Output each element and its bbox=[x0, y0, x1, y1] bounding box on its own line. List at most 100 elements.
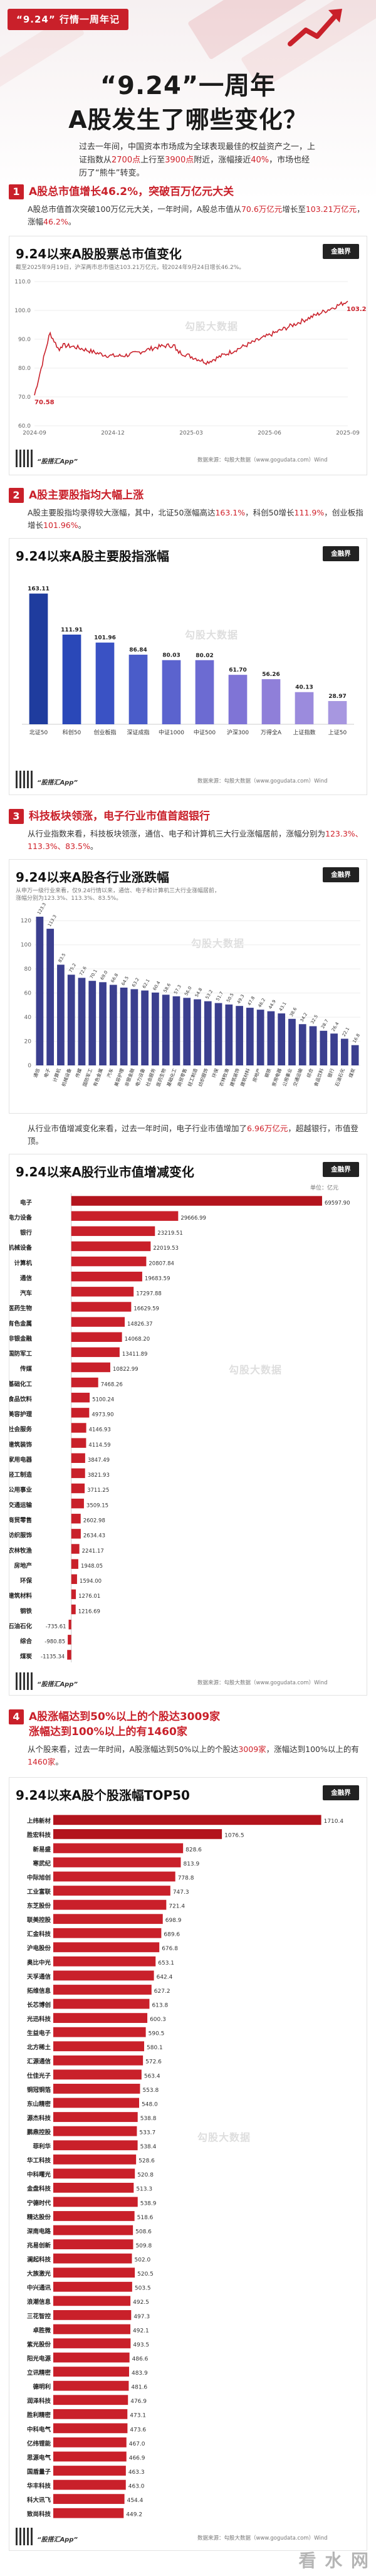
bar bbox=[71, 1393, 90, 1403]
bar bbox=[71, 1271, 142, 1282]
bar bbox=[261, 679, 281, 724]
bar bbox=[194, 999, 201, 1065]
bar bbox=[53, 2197, 138, 2207]
bar bbox=[195, 660, 214, 724]
brand-logo: 金融界 bbox=[323, 1162, 359, 1177]
bar-value-label: 3821.93 bbox=[88, 1472, 110, 1479]
category-label: 公用事业 bbox=[9, 1486, 32, 1494]
bar-value-label: 123.3 bbox=[36, 902, 47, 916]
y-tick-label: 100 bbox=[21, 942, 31, 949]
category-label: 汽车 bbox=[105, 1067, 115, 1079]
bar bbox=[53, 1956, 156, 1966]
bar bbox=[162, 660, 181, 724]
x-tick-label: 2024-12 bbox=[101, 430, 125, 436]
section-number: 1 bbox=[9, 184, 24, 199]
bar-value-label: 492.5 bbox=[133, 2299, 149, 2306]
source-note: 数据来源：勾股大数据（www.gogudata.com）Wind bbox=[197, 2535, 328, 2542]
bar bbox=[62, 635, 81, 724]
bar-value-label: 53.2 bbox=[205, 989, 214, 1000]
bar-value-label: 813.9 bbox=[183, 1861, 199, 1867]
bar-value-label: 747.3 bbox=[173, 1889, 189, 1896]
bar-value-label: 538.8 bbox=[140, 2116, 157, 2122]
category-label: 社会服务 bbox=[9, 1426, 32, 1433]
section-3-text: 从行业指数来看，科技板块领涨，通信、电子和计算机三大行业涨幅居前，涨幅分别为12… bbox=[28, 829, 363, 851]
bar-value-label: 2241.17 bbox=[82, 1548, 104, 1555]
bar-value-label: 518.6 bbox=[137, 2215, 154, 2221]
bar bbox=[71, 1317, 125, 1327]
y-tick-label: 90.0 bbox=[18, 337, 31, 343]
bar bbox=[71, 1332, 122, 1342]
bar bbox=[71, 1438, 86, 1448]
category-label: 鹏鼎控股 bbox=[27, 2128, 51, 2136]
bar bbox=[278, 1013, 286, 1065]
section-4-heading: 4 A股涨幅达到50%以上的个股达3009家 涨幅达到100%以上的有1460家 bbox=[9, 1709, 220, 1739]
category-label: 环保 bbox=[20, 1577, 33, 1585]
bar bbox=[53, 1829, 222, 1839]
bar bbox=[71, 1544, 80, 1554]
category-label: 胜利精密 bbox=[26, 2412, 51, 2419]
bar-value-label: 613.8 bbox=[152, 2002, 168, 2009]
bar-value-label: 38.6 bbox=[289, 1006, 298, 1018]
watermark: 勾股大数据 bbox=[197, 2131, 251, 2143]
section-title-line2: 涨幅达到100%以上的有1460家 bbox=[29, 1726, 187, 1738]
category-label: 银行 bbox=[20, 1229, 33, 1237]
bar-value-label: 463.3 bbox=[128, 2469, 145, 2476]
bar-value-label: 62.1 bbox=[142, 978, 151, 990]
bar bbox=[53, 2494, 125, 2505]
category-label: 铜冠铜箔 bbox=[27, 2086, 51, 2094]
section-title: A股总市值增长46.2%，突破百万亿元大关 bbox=[29, 186, 234, 198]
section-3b-text: 从行业市值增减变化来看，过去一年时间，电子行业市值增加了6.96万亿元，超越银行… bbox=[28, 1124, 358, 1146]
bar-value-label: 493.5 bbox=[133, 2342, 149, 2348]
bar bbox=[109, 984, 117, 1065]
bar bbox=[53, 2055, 144, 2066]
bar bbox=[71, 1423, 86, 1433]
bar-value-label: 32.5 bbox=[310, 1014, 319, 1025]
y-tick-label: 60 bbox=[24, 991, 32, 997]
bar bbox=[53, 2027, 146, 2037]
bar bbox=[53, 2508, 124, 2518]
bar-value-label: 29666.99 bbox=[180, 1215, 206, 1222]
category-label: 石油石化 bbox=[333, 1067, 346, 1087]
bar-value-label: 828.6 bbox=[185, 1847, 202, 1853]
category-label: 农林牧渔 bbox=[9, 1547, 32, 1555]
bar-value-label: 66.8 bbox=[110, 973, 120, 984]
category-label: 创业板指 bbox=[93, 729, 116, 736]
bar bbox=[53, 1942, 160, 1953]
bar-value-label: 4114.59 bbox=[88, 1442, 110, 1449]
section-1-text: A股总市值首次突破100万亿元大关，一年时间，A股总市值从70.6万亿元增长至1… bbox=[28, 204, 365, 226]
bar bbox=[183, 998, 191, 1065]
category-label: 联美控股 bbox=[27, 1916, 51, 1924]
category-label: 房地产 bbox=[14, 1562, 32, 1570]
bar bbox=[71, 1377, 98, 1388]
bar-value-label: 449.2 bbox=[126, 2512, 142, 2518]
bar-value-label: 778.8 bbox=[178, 1875, 194, 1881]
bar bbox=[162, 995, 170, 1065]
section-number: 2 bbox=[9, 488, 24, 503]
bar bbox=[53, 2479, 126, 2490]
x-tick-label: 2025-09 bbox=[336, 430, 360, 436]
bar bbox=[53, 2352, 130, 2363]
industry-mktcap-card: 9.24以来A股行业市值增减变化 金融界 单位：亿元 勾股大数据 电子 69597… bbox=[9, 1154, 367, 1696]
bar bbox=[225, 1004, 233, 1065]
bar-value-label: 473.1 bbox=[130, 2413, 146, 2419]
category-label: 石油石化 bbox=[9, 1622, 32, 1630]
bar-value-label: 63.2 bbox=[131, 977, 140, 988]
hero-intro: 过去一年间，中国资本市场成为全球表现最佳的权益资产之一，上证指数从2700点上行… bbox=[79, 142, 316, 178]
bar-value-label: 4973.90 bbox=[91, 1412, 113, 1418]
bar bbox=[71, 1211, 179, 1221]
bar bbox=[67, 974, 75, 1065]
category-label: 科创50 bbox=[63, 729, 81, 736]
bar bbox=[68, 1635, 71, 1645]
category-label: 建筑材料 bbox=[9, 1592, 32, 1600]
category-label: 轻工制造 bbox=[9, 1471, 32, 1479]
bar-value-label: 49.3 bbox=[236, 994, 246, 1005]
brand-logo: 金融界 bbox=[323, 867, 359, 882]
category-label: 上纬新材 bbox=[27, 1817, 51, 1825]
category-label: 交通运输 bbox=[9, 1501, 32, 1509]
bar-value-label: 721.4 bbox=[169, 1904, 185, 1910]
bar bbox=[71, 1604, 76, 1615]
bar-value-label: 520.8 bbox=[137, 2172, 154, 2178]
bar bbox=[71, 1483, 85, 1494]
source-note: 数据来源：勾股大数据（www.gogudata.com）Wind bbox=[197, 778, 328, 784]
brand-logo: 金融界 bbox=[323, 1785, 359, 1800]
